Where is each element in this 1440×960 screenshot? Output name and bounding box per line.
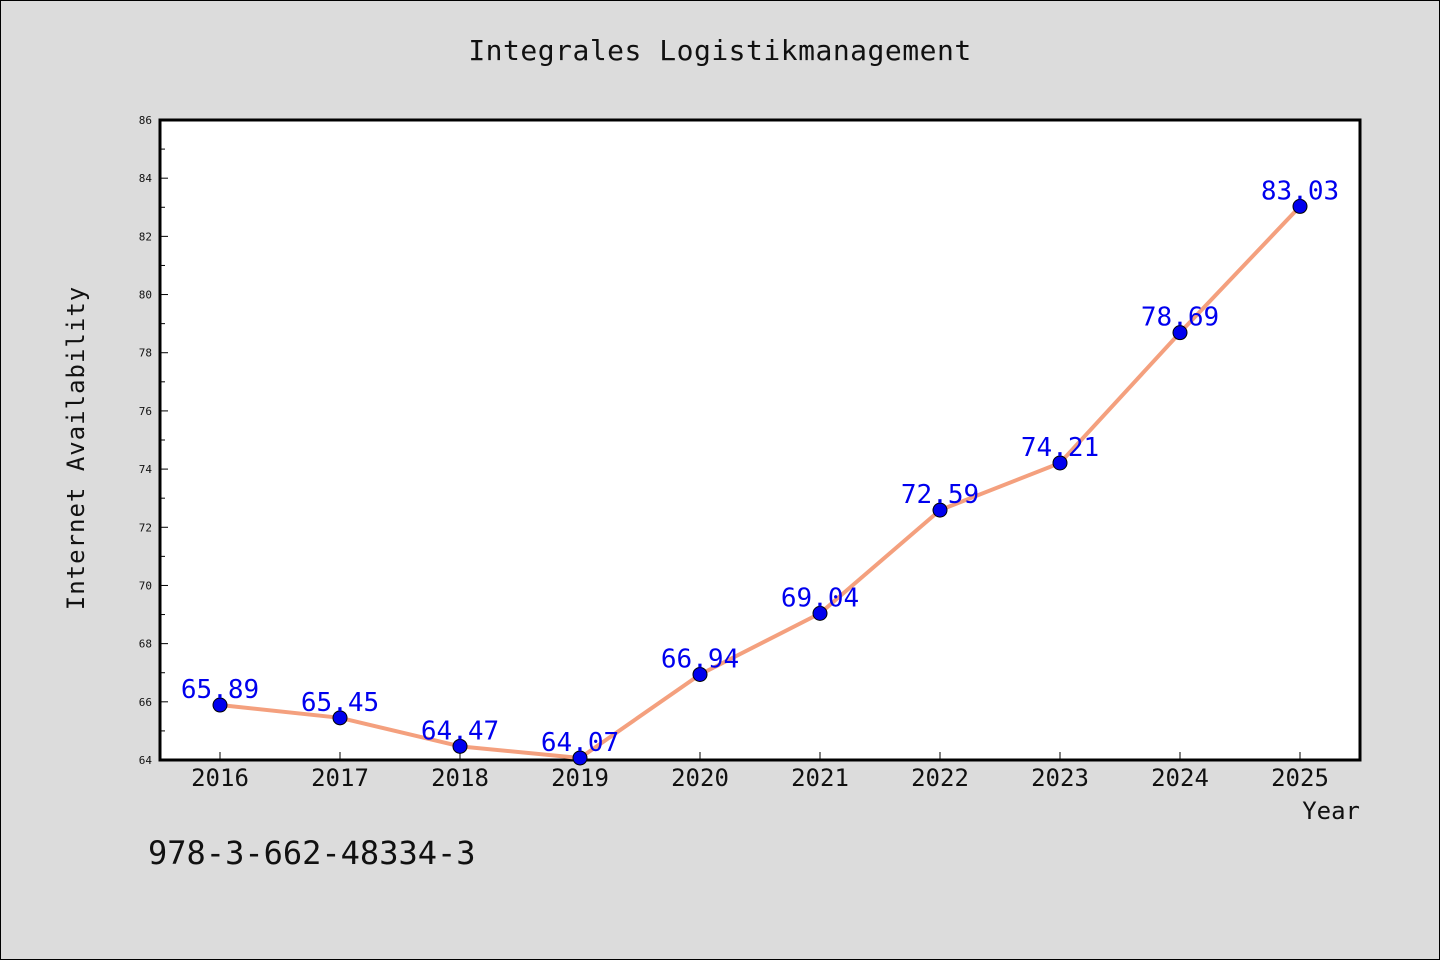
y-tick-label: 76	[139, 405, 152, 418]
y-tick-label: 78	[139, 347, 152, 360]
y-tick-label: 70	[139, 579, 152, 592]
data-label: 64.07	[541, 728, 619, 758]
y-tick-label: 82	[139, 230, 152, 243]
x-axis-label: Year	[1302, 797, 1360, 825]
x-tick-label: 2023	[1031, 764, 1089, 792]
x-tick-label: 2018	[431, 764, 489, 792]
data-point	[692, 666, 708, 682]
data-point	[332, 710, 348, 726]
x-tick-label: 2025	[1271, 764, 1329, 792]
y-tick-label: 72	[139, 521, 152, 534]
data-label: 74.21	[1021, 433, 1099, 463]
data-point	[932, 502, 948, 518]
x-tick-label: 2020	[671, 764, 729, 792]
isbn-text: 978-3-662-48334-3	[148, 834, 476, 872]
data-point	[572, 750, 588, 766]
y-tick-label: 86	[139, 114, 152, 127]
data-point	[812, 605, 828, 621]
data-point	[1292, 198, 1308, 214]
data-point	[1052, 455, 1068, 471]
series-line	[218, 204, 1302, 760]
y-tick-label: 74	[139, 463, 153, 476]
x-tick-label: 2021	[791, 764, 849, 792]
data-label: 72.59	[901, 480, 979, 510]
data-point	[452, 738, 468, 754]
data-label: 65.45	[301, 688, 379, 718]
data-point	[212, 697, 228, 713]
y-tick-label: 84	[139, 172, 153, 185]
data-label: 65.89	[181, 675, 259, 705]
plot-area	[158, 118, 1362, 762]
y-tick-label: 68	[139, 638, 152, 651]
x-tick-label: 2022	[911, 764, 969, 792]
x-tick-label: 2019	[551, 764, 609, 792]
y-tick-label: 80	[139, 289, 152, 302]
y-tick-label: 64	[139, 754, 153, 767]
x-tick-label: 2016	[191, 764, 249, 792]
data-label: 69.04	[781, 583, 859, 613]
data-label: 83.03	[1261, 176, 1339, 206]
x-tick-label: 2017	[311, 764, 369, 792]
data-label: 78.69	[1141, 303, 1219, 333]
data-label: 64.47	[421, 716, 499, 746]
x-tick-label: 2024	[1151, 764, 1209, 792]
data-label: 66.94	[661, 644, 739, 674]
y-tick-label: 66	[139, 696, 152, 709]
data-point	[1172, 325, 1188, 341]
chart-title: Integrales Logistikmanagement	[468, 34, 972, 67]
